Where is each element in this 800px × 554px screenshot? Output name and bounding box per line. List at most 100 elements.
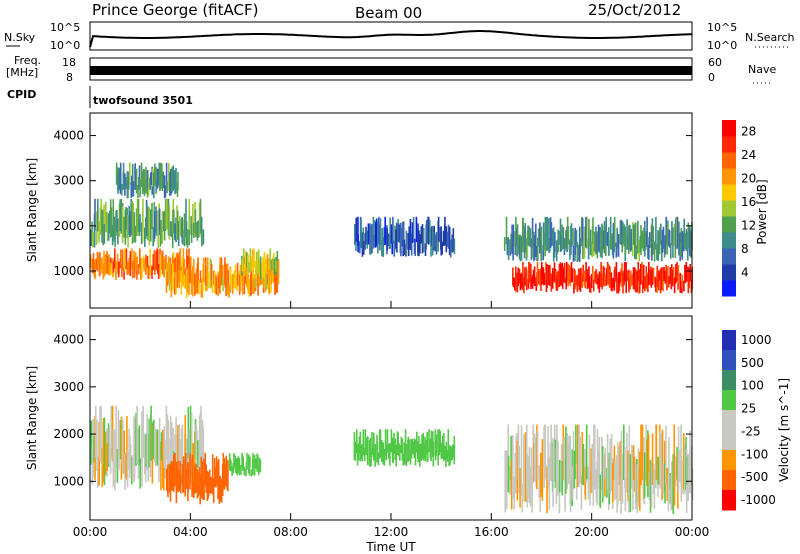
data-cell-5 — [449, 239, 452, 258]
data-cell-7 — [581, 216, 583, 247]
power-colorbar-tick: 28 — [741, 125, 756, 139]
data-cell-4 — [628, 425, 631, 490]
data-cell-3 — [382, 442, 385, 465]
data-cell-0 — [136, 405, 138, 465]
data-cell-2 — [155, 179, 158, 192]
data-cell-4 — [620, 430, 623, 490]
data-cell-4 — [606, 433, 609, 490]
data-cell-0 — [141, 438, 143, 487]
data-cell-3 — [243, 263, 246, 295]
data-cell-6 — [633, 267, 636, 290]
power-colorbar-swatch — [722, 184, 736, 201]
data-cell-3 — [270, 260, 273, 285]
data-cell-1 — [98, 221, 100, 243]
data-cell-5 — [397, 219, 399, 242]
data-cell-3 — [165, 278, 168, 293]
data-cell-6 — [519, 273, 522, 291]
data-cell-0 — [123, 430, 126, 475]
data-cell-6 — [623, 262, 626, 282]
data-cell-5 — [357, 234, 359, 253]
data-cell-5 — [366, 230, 368, 249]
data-cell-5 — [421, 224, 424, 254]
data-cell-3 — [222, 277, 224, 292]
data-cell-4 — [578, 424, 580, 481]
data-cell-2 — [132, 181, 135, 197]
power-y-axis-label: Slant Range [km] — [25, 158, 39, 262]
data-cell-1 — [139, 214, 141, 232]
data-cell-3 — [449, 445, 452, 462]
data-cell-0 — [116, 449, 119, 483]
data-cell-3 — [192, 266, 194, 297]
data-cell-0 — [139, 458, 141, 489]
data-cell-0 — [158, 418, 161, 460]
data-cell-0 — [91, 446, 94, 485]
data-cell-0 — [146, 414, 148, 471]
data-cell-3 — [452, 444, 454, 458]
data-cell-2 — [250, 469, 253, 477]
data-cell-6 — [589, 282, 592, 293]
data-cell-4 — [620, 478, 622, 514]
data-cell-5 — [433, 231, 436, 248]
data-cell-2 — [152, 168, 154, 187]
data-cell-1 — [193, 481, 195, 498]
data-cell-4 — [527, 456, 529, 498]
data-cell-3 — [445, 441, 448, 460]
power-colorbar-tick: 24 — [741, 148, 756, 162]
data-cell-4 — [539, 452, 542, 497]
data-cell-0 — [118, 264, 120, 274]
data-cell-1 — [163, 210, 166, 241]
data-cell-3 — [202, 257, 205, 283]
data-cell-3 — [180, 270, 183, 295]
data-cell-2 — [137, 185, 139, 199]
data-cell-1 — [107, 213, 110, 241]
data-cell-0 — [146, 255, 149, 268]
data-cell-7 — [679, 242, 682, 258]
data-cell-7 — [552, 227, 555, 262]
data-cell-2 — [131, 175, 133, 197]
data-cell-0 — [145, 433, 147, 467]
data-cell-6 — [647, 274, 649, 293]
data-cell-3 — [435, 434, 438, 457]
data-cell-7 — [511, 224, 513, 254]
data-cell-5 — [411, 222, 414, 243]
data-cell-3 — [423, 444, 425, 461]
data-cell-5 — [387, 233, 390, 246]
data-cell-0 — [118, 420, 120, 470]
data-cell-3 — [363, 448, 366, 461]
data-cell-1 — [160, 220, 163, 244]
data-cell-2 — [242, 456, 244, 468]
data-cell-1 — [151, 202, 153, 229]
data-cell-4 — [579, 436, 581, 484]
data-cell-4 — [643, 452, 646, 499]
data-cell-4 — [524, 432, 527, 502]
data-cell-4 — [273, 258, 276, 275]
data-cell-7 — [622, 221, 624, 245]
data-cell-2 — [253, 455, 256, 474]
data-cell-7 — [652, 226, 655, 255]
velocity-colorbar-tick: -25 — [741, 424, 761, 438]
data-cell-2 — [135, 168, 138, 194]
data-cell-6 — [588, 266, 590, 286]
data-cell-4 — [608, 452, 611, 505]
data-cell-3 — [211, 280, 214, 293]
data-cell-7 — [550, 222, 553, 247]
data-cell-2 — [248, 461, 251, 476]
data-cell-2 — [246, 452, 248, 470]
data-cell-1 — [137, 198, 140, 232]
data-cell-4 — [521, 483, 524, 513]
data-cell-3 — [354, 441, 357, 461]
data-cell-0 — [95, 258, 98, 270]
data-cell-5 — [392, 216, 394, 243]
data-cell-7 — [572, 228, 574, 245]
data-cell-0 — [151, 265, 153, 279]
data-cell-7 — [673, 223, 676, 246]
data-cell-0 — [129, 443, 132, 474]
data-cell-4 — [248, 262, 250, 273]
data-cell-1 — [169, 463, 172, 502]
data-cell-0 — [127, 261, 130, 275]
data-cell-6 — [621, 263, 623, 287]
data-cell-3 — [234, 264, 237, 289]
data-cell-0 — [131, 455, 134, 481]
data-cell-6 — [634, 268, 637, 293]
data-cell-3 — [384, 429, 387, 457]
